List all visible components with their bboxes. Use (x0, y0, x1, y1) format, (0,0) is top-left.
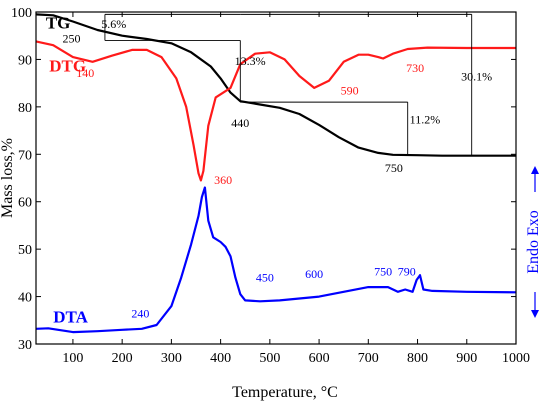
ticks-group: 100 200 300 400 500 600 700 800 900 1000 30 40 50 60 7… (11, 6, 530, 366)
annotation-label: 730 (406, 61, 424, 75)
annotation-label: 140 (76, 66, 94, 80)
annotation-label: 600 (305, 267, 323, 281)
endo-exo-indicator: Endo Exo (525, 166, 542, 318)
x-tick-label: 100 (62, 351, 83, 366)
series-line-dta (35, 186, 517, 334)
y-tick-label: 100 (11, 6, 32, 21)
annotation-label: 13.3% (235, 54, 266, 68)
annotation-label: 450 (256, 270, 274, 284)
endo-exo-up-arrow-icon (531, 166, 539, 174)
series-line-tg (35, 13, 516, 157)
y-tick-label: 30 (18, 338, 32, 353)
annotation-label: 440 (231, 116, 249, 130)
y-tick-label: 70 (18, 148, 32, 163)
annotation-label: 750 (374, 265, 392, 279)
x-tick-label: 400 (210, 351, 231, 366)
series-line-dtg (35, 40, 516, 182)
x-tick-label: 800 (407, 351, 428, 366)
annotation-label: 360 (214, 173, 232, 187)
x-tick-label: 300 (161, 351, 182, 366)
endo-exo-down-arrow-icon (531, 310, 539, 318)
y-tick-label: 90 (18, 53, 32, 68)
y-tick-label: 40 (18, 291, 32, 306)
x-tick-label: 1000 (502, 351, 530, 366)
x-tick-label: 500 (259, 351, 280, 366)
annotation-label: 5.6% (101, 17, 126, 31)
annotation-label: 11.2% (410, 112, 441, 126)
y-tick-label: 50 (18, 243, 32, 258)
x-axis-title: Temperature, °C (232, 384, 338, 401)
annotation-label: 30.1% (461, 69, 492, 83)
series-labels-group: TG DTG DTA (46, 14, 89, 327)
annotation-label: 590 (341, 84, 359, 98)
series-label-tg: TG (46, 14, 71, 33)
annotation-label: 250 (62, 31, 80, 45)
x-tick-label: 600 (309, 351, 330, 366)
x-tick-label: 900 (456, 351, 477, 366)
y-tick-label: 80 (18, 101, 32, 116)
x-tick-label: 200 (112, 351, 133, 366)
series-label-dtg: DTG (49, 56, 86, 75)
annotation-label: 790 (398, 265, 416, 279)
series-label-dta: DTA (53, 308, 88, 327)
plot-frame (35, 11, 517, 345)
endo-exo-label: Endo Exo (525, 210, 542, 274)
annotation-label: 750 (385, 161, 403, 175)
x-tick-label: 700 (358, 351, 379, 366)
annotation-label: 240 (131, 306, 149, 320)
y-axis-title: Mass loss,% (0, 138, 16, 218)
annotations-group: 5.6% 250 13.3% 440 11.2% 30.1% 750 140 360 590 730… (62, 13, 492, 320)
y-tick-label: 60 (18, 196, 32, 211)
series-group (35, 13, 517, 334)
